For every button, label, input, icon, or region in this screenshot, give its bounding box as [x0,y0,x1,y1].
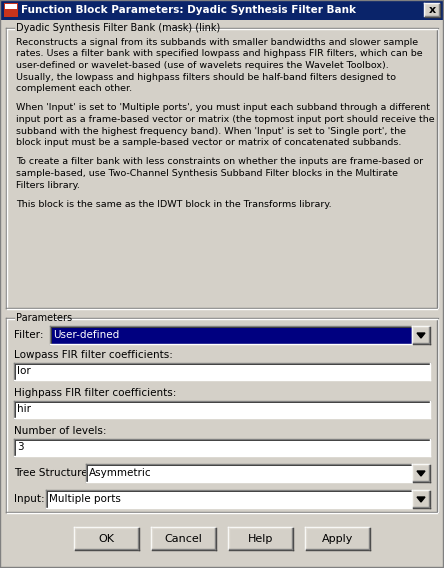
Text: Apply: Apply [322,533,353,544]
Bar [50,326,412,344]
Text: 3: 3 [17,442,24,453]
Text: Asymmetric: Asymmetric [89,468,151,478]
Text: Cancel: Cancel [165,533,202,544]
Text: Lowpass FIR filter coefficients:: Lowpass FIR filter coefficients: [14,350,173,360]
Text: Input:: Input: [14,494,45,504]
Bar [4,3,18,17]
Bar [424,3,440,17]
Text: hir: hir [17,404,31,415]
Bar [14,401,430,418]
Text: complement each other.: complement each other. [16,84,132,93]
Text: Usually, the lowpass and highpass filters should be half-band filters designed t: Usually, the lowpass and highpass filter… [16,73,396,81]
Bar [5,11,17,16]
Text: Help: Help [248,533,273,544]
Text: Filter:: Filter: [14,330,44,340]
Text: Function Block Parameters: Dyadic Synthesis Filter Bank: Function Block Parameters: Dyadic Synthe… [21,5,356,15]
Bar [14,439,430,456]
Text: Dyadic Synthesis Filter Bank (mask) (link): Dyadic Synthesis Filter Bank (mask) (lin… [16,23,220,33]
Text: x: x [428,5,436,15]
Text: rates. Uses a filter bank with specified lowpass and highpass FIR filters, which: rates. Uses a filter bank with specified… [16,49,423,59]
Bar [5,4,17,9]
Polygon shape [417,471,425,476]
Bar [228,527,293,550]
Bar [412,464,430,482]
Text: input port as a frame-based vector or matrix (the topmost input port should rece: input port as a frame-based vector or ma… [16,115,435,124]
Text: Number of levels:: Number of levels: [14,426,107,436]
Text: When 'Input' is set to 'Multiple ports', you must input each subband through a d: When 'Input' is set to 'Multiple ports',… [16,103,430,112]
Bar [412,326,430,344]
Text: Parameters: Parameters [16,313,72,323]
Text: User-defined: User-defined [53,330,119,340]
Text: block input must be a sample-based vector or matrix of concatenated subbands.: block input must be a sample-based vecto… [16,138,401,147]
Bar [5,9,17,11]
Text: Multiple ports: Multiple ports [49,494,121,504]
Text: OK: OK [99,533,115,544]
Bar [74,527,139,550]
Bar [14,363,430,380]
Text: To create a filter bank with less constraints on whether the inputs are frame-ba: To create a filter bank with less constr… [16,157,423,166]
Bar [0,0,444,20]
Text: user-defined or wavelet-based (use of wavelets requires the Wavelet Toolbox).: user-defined or wavelet-based (use of wa… [16,61,389,70]
Bar [46,490,412,508]
Text: subband with the highest frequency band). When 'Input' is set to 'Single port', : subband with the highest frequency band)… [16,127,406,136]
Bar [86,464,412,482]
Polygon shape [417,497,425,502]
Text: sample-based, use Two-Channel Synthesis Subband Filter blocks in the Multirate: sample-based, use Two-Channel Synthesis … [16,169,398,178]
Text: Reconstructs a signal from its subbands with smaller bandwidths and slower sampl: Reconstructs a signal from its subbands … [16,38,418,47]
Bar [151,527,216,550]
Bar [412,490,430,508]
Text: Filters library.: Filters library. [16,181,80,190]
Text: Tree Structure:: Tree Structure: [14,468,91,478]
Text: lor: lor [17,366,31,377]
Polygon shape [417,333,425,338]
Text: This block is the same as the IDWT block in the Transforms library.: This block is the same as the IDWT block… [16,200,332,209]
Bar [305,527,370,550]
Text: Highpass FIR filter coefficients:: Highpass FIR filter coefficients: [14,388,176,398]
